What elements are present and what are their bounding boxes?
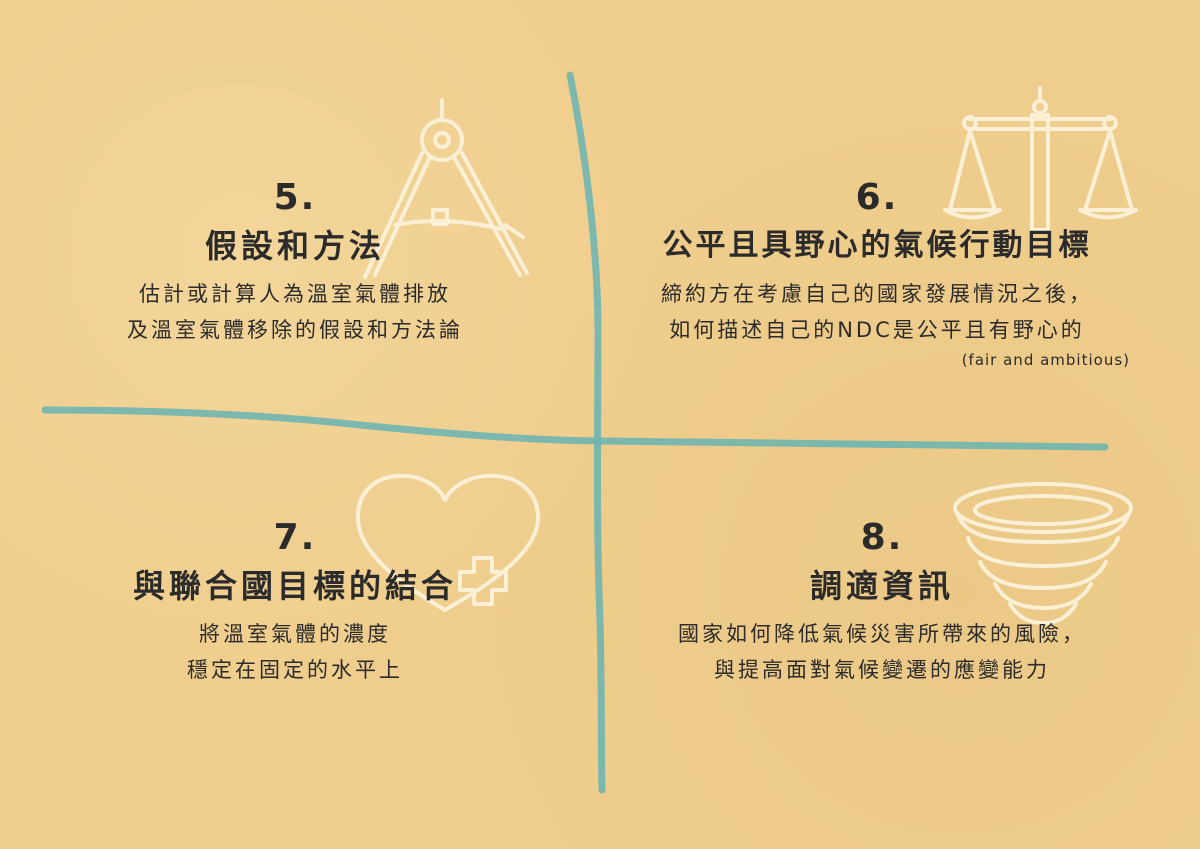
scales-icon: [943, 86, 1138, 232]
quadrant-title: 公平且具野心的氣候行動目標: [662, 228, 1092, 263]
description-line: 估計或計算人為溫室氣體排放: [139, 282, 451, 306]
description-line: 與提高面對氣候變遷的應變能力: [714, 658, 1050, 682]
description-line: 締約方在考慮自己的國家發展情況之後，: [661, 282, 1093, 306]
quadrant-description: 締約方在考慮自己的國家發展情況之後， 如何描述自己的NDC是公平且有野心的: [612, 276, 1142, 348]
quadrant-description: 估計或計算人為溫室氣體排放 及溫室氣體移除的假設和方法論: [70, 276, 520, 348]
description-line: 國家如何降低氣候災害所帶來的風險，: [678, 622, 1086, 646]
bowl-stack-icon: [953, 482, 1133, 625]
quadrant-title: 假設和方法: [204, 227, 385, 265]
quadrant-5: 5. 假設和方法 估計或計算人為溫室氣體排放 及溫室氣體移除的假設和方法論: [70, 178, 520, 348]
description-line: 穩定在固定的水平上: [187, 658, 403, 682]
description-line: 將溫室氣體的濃度: [199, 622, 391, 646]
heart-plus-icon: [355, 473, 541, 612]
compass-icon: [363, 98, 529, 279]
quadrant-number: 6.: [855, 177, 899, 218]
quadrant-8: 8. 調適資訊 國家如何降低氣候災害所帶來的風險， 與提高面對氣候變遷的應變能力: [612, 518, 1152, 688]
quadrant-title: 調適資訊: [809, 567, 954, 605]
description-line: 如何描述自己的NDC是公平且有野心的: [669, 318, 1085, 342]
quadrant-number: 8.: [860, 517, 904, 558]
quadrant-6: 6. 公平且具野心的氣候行動目標 締約方在考慮自己的國家發展情況之後， 如何描述…: [612, 178, 1142, 370]
vertical-axis-line: [566, 71, 606, 794]
quadrant-number: 5.: [273, 177, 317, 218]
description-line: 及溫室氣體移除的假設和方法論: [127, 318, 463, 342]
quadrant-description: 國家如何降低氣候災害所帶來的風險， 與提高面對氣候變遷的應變能力: [612, 616, 1152, 688]
quadrant-7: 7. 與聯合國目標的結合 將溫室氣體的濃度 穩定在固定的水平上: [70, 518, 520, 688]
quadrant-number: 7.: [273, 517, 317, 558]
quadrant-title: 與聯合國目標的結合: [132, 567, 457, 605]
fair-ambitious-note: (fair and ambitious): [961, 351, 1130, 369]
quadrant-description: 將溫室氣體的濃度 穩定在固定的水平上: [70, 616, 520, 688]
horizontal-axis-line: [41, 406, 1109, 451]
